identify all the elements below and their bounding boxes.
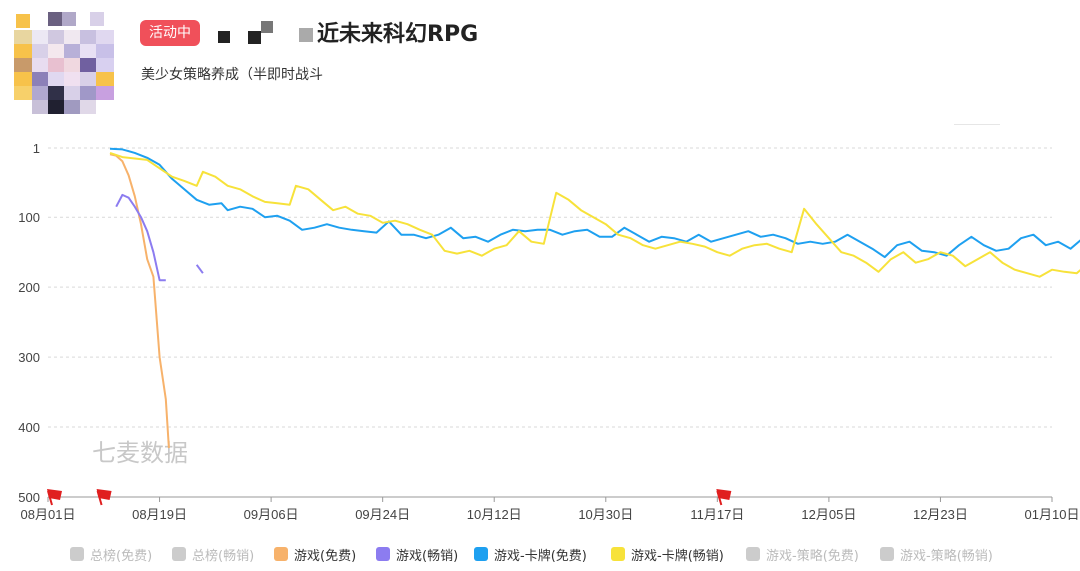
legend-label: 总榜(畅销) (192, 548, 255, 564)
x-tick-label: 10月30日 (578, 507, 633, 522)
legend-item[interactable]: 游戏-卡牌(免费) (474, 544, 587, 564)
y-tick-label: 100 (18, 210, 40, 225)
series-line-游戏(畅销)[interactable] (195, 264, 204, 274)
legend-swatch (746, 547, 760, 561)
series-line-游戏(免费)[interactable] (109, 153, 170, 449)
x-axis: 08月01日 08月19日 09月06日 09月24日 10月12日 10月30日 11月1… (21, 497, 1080, 522)
legend-item[interactable]: 游戏(免费) (274, 544, 356, 564)
flags (47, 489, 732, 506)
redacted-mark (261, 21, 273, 33)
series-line-游戏-卡牌(免费)[interactable] (109, 147, 1080, 259)
divider (954, 124, 1000, 125)
legend-label: 总榜(免费) (90, 548, 153, 564)
x-tick-label: 09月24日 (355, 507, 410, 522)
legend-swatch (376, 547, 390, 561)
x-tick-label: 12月23日 (913, 507, 968, 522)
redacted-mark (248, 30, 261, 44)
series-line-游戏(畅销)[interactable] (115, 193, 166, 282)
legend: 总榜(免费) 总榜(畅销) 游戏(免费) 游戏(畅销) 游戏-卡牌(免费) 游戏-卡牌(畅… (0, 544, 1080, 566)
event-flag[interactable] (716, 489, 732, 506)
app-title: 近未来科幻RPG (317, 22, 479, 47)
legend-label: 游戏-策略(畅销) (900, 548, 993, 564)
event-flag[interactable] (47, 489, 62, 506)
x-tick-label: 10月12日 (467, 507, 522, 522)
y-tick-label: 300 (18, 350, 40, 365)
y-tick-label: 500 (18, 490, 40, 505)
redacted-mark (299, 28, 313, 42)
legend-label: 游戏-卡牌(免费) (494, 548, 587, 564)
legend-item[interactable]: 游戏(畅销) (376, 544, 458, 564)
x-tick-label: 08月19日 (132, 507, 187, 522)
y-tick-label: 400 (18, 420, 40, 435)
x-tick-label: 01月10日 (1025, 507, 1080, 522)
x-tick-label: 09月06日 (244, 507, 299, 522)
series-line-游戏-卡牌(畅销)[interactable] (109, 151, 1080, 278)
title-row: 近未来科幻RPG (218, 16, 478, 48)
legend-item[interactable]: 游戏-策略(畅销) (880, 544, 993, 564)
redacted-mark (218, 31, 230, 43)
legend-item[interactable]: 总榜(畅销) (172, 544, 254, 564)
legend-label: 游戏(免费) (294, 548, 357, 564)
status-badge: 活动中 (140, 20, 200, 46)
y-tick-label: 200 (18, 280, 40, 295)
app-subtitle: 美少女策略养成（半即时战斗 (141, 67, 323, 83)
legend-swatch (172, 547, 186, 561)
y-tick-label: 1 (33, 141, 40, 156)
event-flag[interactable] (96, 489, 112, 506)
legend-item[interactable]: 总榜(免费) (70, 544, 152, 564)
series (109, 147, 1080, 449)
legend-item[interactable]: 游戏-策略(免费) (746, 544, 859, 564)
x-tick-label: 11月17日 (690, 507, 744, 522)
app-icon[interactable] (14, 12, 118, 116)
grid (48, 147, 1052, 498)
legend-swatch (880, 547, 894, 561)
x-tick-label: 08月01日 (21, 507, 76, 522)
legend-label: 游戏-策略(免费) (766, 548, 859, 564)
legend-item[interactable]: 游戏-卡牌(畅销) (611, 544, 724, 564)
legend-swatch (474, 547, 488, 561)
watermark: 七麦数据 (92, 440, 188, 467)
x-tick-label: 12月05日 (801, 507, 856, 522)
legend-label: 游戏-卡牌(畅销) (631, 548, 724, 564)
legend-swatch (274, 547, 288, 561)
legend-swatch (70, 547, 84, 561)
legend-label: 游戏(畅销) (396, 548, 459, 564)
y-axis: 1 100 200 300 400 500 (18, 141, 40, 505)
legend-swatch (611, 547, 625, 561)
